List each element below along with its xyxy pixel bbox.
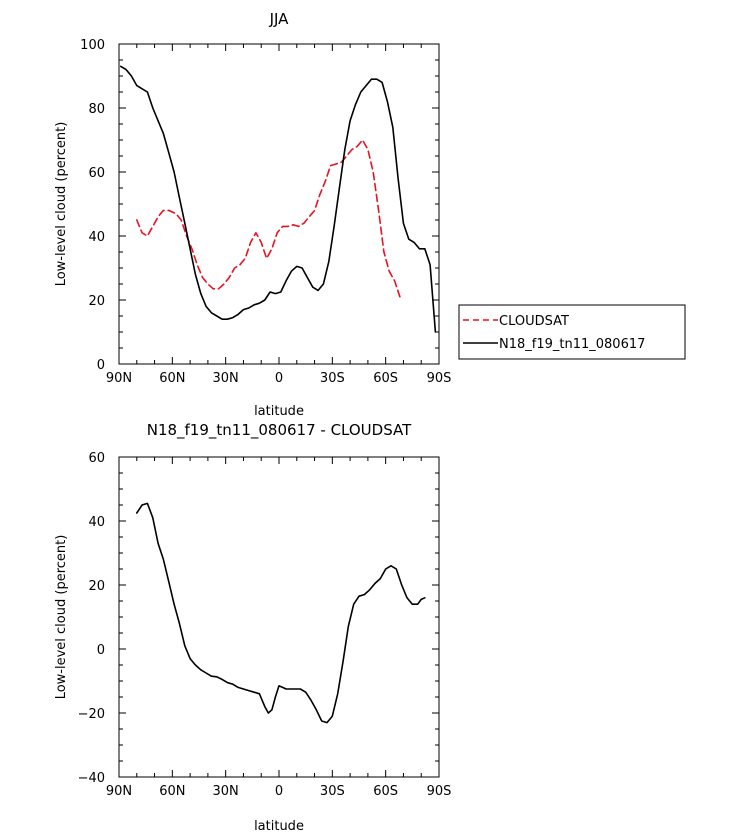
y-tick-label: −40	[78, 771, 105, 786]
bottom-axes: 90N 60N 30N 0 30S 60S 90S −40 −20 0 20 40 60	[78, 451, 452, 799]
legend-label-cloudsat: CLOUDSAT	[499, 314, 569, 329]
bottom-y-axis-label: Low-level cloud (percent)	[54, 535, 69, 700]
bottom-x-axis-label: latitude	[254, 819, 304, 834]
x-tick-label: 60S	[373, 371, 398, 386]
x-tick-label: 90N	[106, 784, 132, 799]
y-tick-label: 80	[88, 102, 105, 117]
top-x-axis-label: latitude	[254, 404, 304, 419]
top-y-axis-label: Low-level cloud (percent)	[54, 122, 69, 287]
x-tick-label: 30S	[320, 371, 345, 386]
series-line-n18-f19-tn11-080617	[120, 65, 437, 333]
bottom-plot-frame	[118, 456, 440, 778]
x-tick-label: 90N	[106, 371, 132, 386]
top-plot-frame	[118, 43, 440, 365]
y-tick-label: 0	[97, 643, 105, 658]
legend-box	[458, 304, 686, 360]
y-tick-label: 60	[88, 451, 105, 466]
series-line-cloudsat	[136, 139, 401, 298]
x-tick-label: 90S	[427, 371, 452, 386]
x-tick-label: 0	[275, 784, 283, 799]
x-tick-label: 30N	[213, 784, 239, 799]
x-tick-label: 90S	[427, 784, 452, 799]
y-tick-label: −20	[78, 707, 105, 722]
legend: CLOUDSAT N18_f19_tn11_080617	[458, 304, 686, 360]
x-tick-label: 30N	[213, 371, 239, 386]
series-line-difference	[136, 502, 426, 724]
x-tick-label: 30S	[320, 784, 345, 799]
top-axes: 90N 60N 30N 0 30S 60S 90S 0 20 40 60 80 100	[80, 38, 451, 386]
y-tick-label: 60	[88, 166, 105, 181]
y-tick-label: 40	[88, 515, 105, 530]
top-series-lines	[120, 65, 437, 333]
bottom-series-lines	[136, 502, 426, 724]
bottom-chart-title: N18_f19_tn11_080617 - CLOUDSAT	[147, 421, 412, 440]
y-tick-label: 100	[80, 38, 105, 53]
y-tick-label: 20	[88, 579, 105, 594]
y-tick-label: 20	[88, 294, 105, 309]
x-tick-label: 60N	[159, 371, 185, 386]
x-tick-label: 60N	[159, 784, 185, 799]
y-tick-label: 0	[97, 358, 105, 373]
top-chart-title: JJA	[269, 10, 290, 28]
x-tick-label: 0	[275, 371, 283, 386]
y-tick-label: 40	[88, 230, 105, 245]
bottom-chart: N18_f19_tn11_080617 - CLOUDSAT 90N 60N 30N…	[54, 421, 451, 834]
top-chart: JJA 90N 60N 30N 0 30S 60S 90S 0 20 40 60 80 100 lati…	[54, 10, 451, 419]
legend-label-model: N18_f19_tn11_080617	[499, 337, 645, 352]
x-tick-label: 60S	[373, 784, 398, 799]
